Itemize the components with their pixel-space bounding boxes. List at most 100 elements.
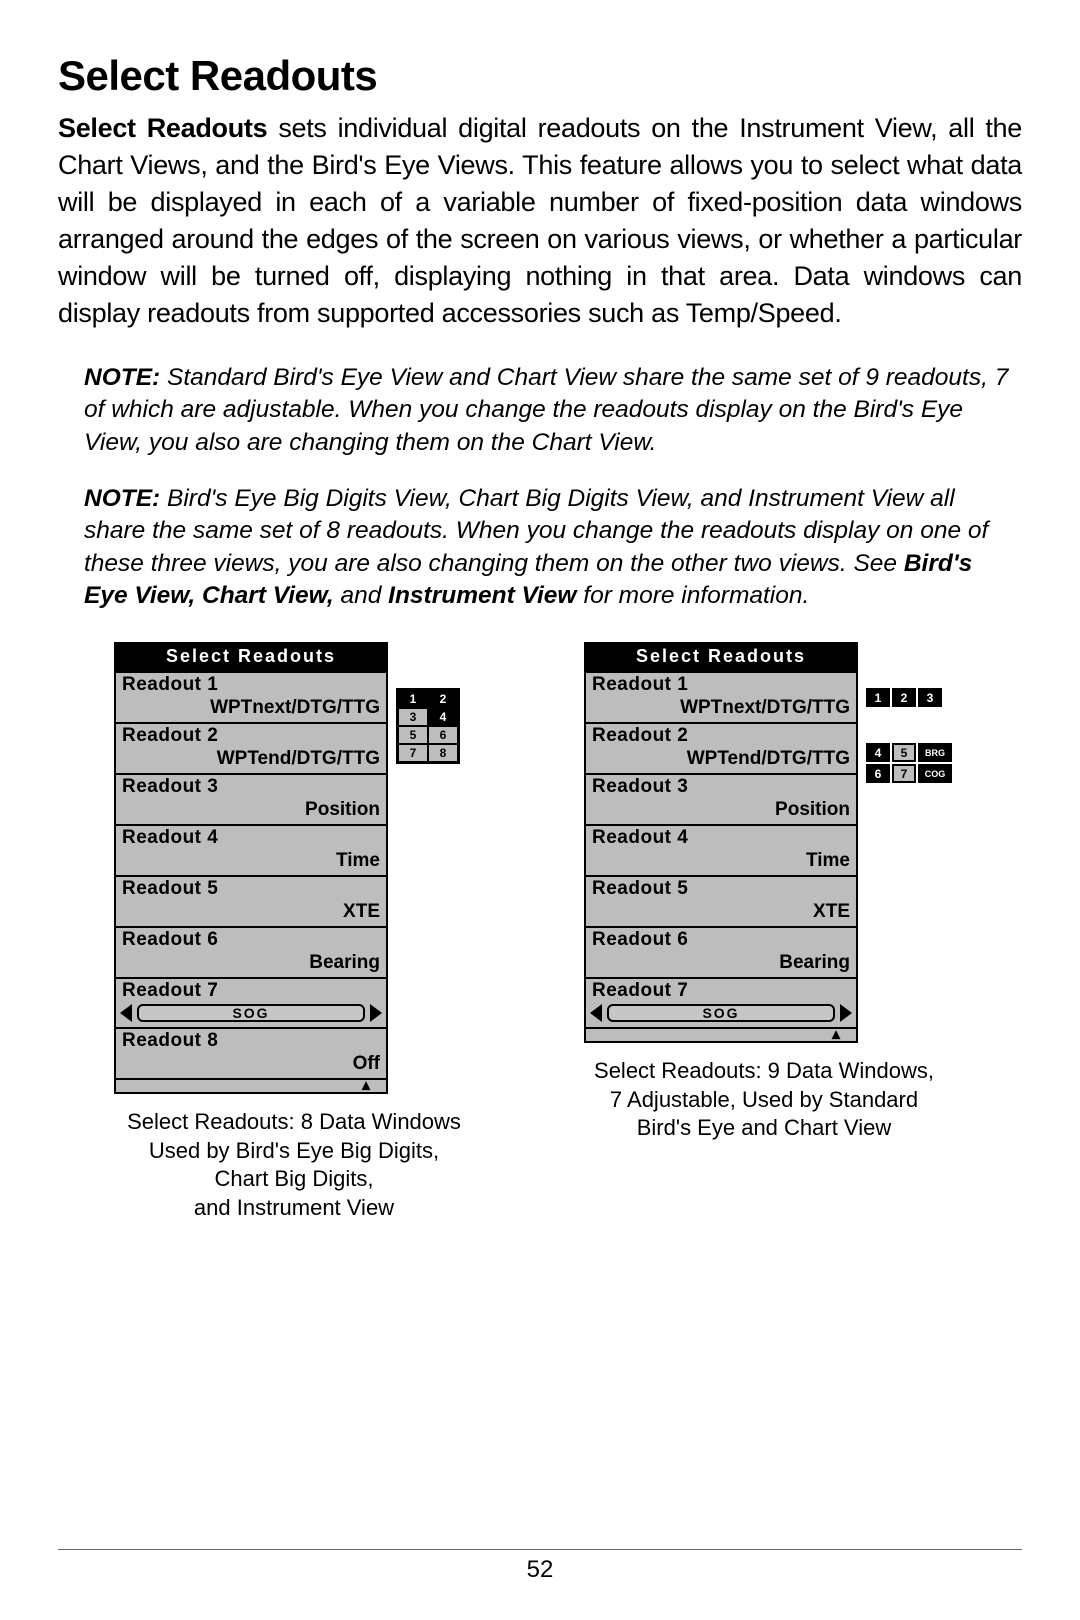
grid-cell: COG xyxy=(918,764,952,783)
grid-cell: 3 xyxy=(398,708,428,726)
readout-value: XTE xyxy=(592,901,850,923)
readout-row-3[interactable]: Readout 3 Position xyxy=(586,773,856,824)
readout-value: XTE xyxy=(122,901,380,923)
readout-label: Readout 2 xyxy=(122,725,380,747)
grid-cell: 8 xyxy=(428,744,458,762)
page-number: 52 xyxy=(0,1556,1080,1584)
grid-cell: 7 xyxy=(892,764,916,783)
slider-value: SOG xyxy=(607,1004,835,1022)
footer-rule xyxy=(58,1549,1022,1550)
caption-line: 7 Adjustable, Used by Standard xyxy=(584,1086,944,1115)
readout-row-1[interactable]: Readout 1 WPTnext/DTG/TTG xyxy=(116,671,386,722)
grid-cell: 2 xyxy=(892,688,916,707)
readout-label: Readout 3 xyxy=(592,776,850,798)
scroll-indicator: ▴ xyxy=(586,1027,856,1041)
note-body: Standard Bird's Eye View and Chart View … xyxy=(84,364,1008,456)
note-bold-2: Instrument View xyxy=(388,582,576,609)
arrow-left-icon[interactable] xyxy=(120,1004,132,1022)
grid-cell: 2 xyxy=(428,690,458,708)
grid-cell: BRG xyxy=(918,743,952,762)
value-slider[interactable]: SOG xyxy=(120,1004,382,1022)
readout-value: Bearing xyxy=(122,952,380,974)
panel-title: Select Readouts xyxy=(116,644,386,671)
readout-row-8[interactable]: Readout 8 Off xyxy=(116,1027,386,1078)
page-title: Select Readouts xyxy=(58,52,1022,100)
readout-row-2[interactable]: Readout 2 WPTend/DTG/TTG xyxy=(116,722,386,773)
scroll-up-icon: ▴ xyxy=(832,1030,840,1040)
readout-label: Readout 7 xyxy=(120,980,382,1002)
readout-value: WPTnext/DTG/TTG xyxy=(592,697,850,719)
manual-page: Select Readouts Select Readouts sets ind… xyxy=(0,0,1080,1620)
note-end: for more information. xyxy=(576,582,809,609)
grid-cell: 6 xyxy=(428,726,458,744)
readout-label: Readout 7 xyxy=(590,980,852,1002)
slider-value: SOG xyxy=(137,1004,365,1022)
arrow-right-icon[interactable] xyxy=(370,1004,382,1022)
readout-row-6[interactable]: Readout 6 Bearing xyxy=(116,926,386,977)
readout-value: WPTend/DTG/TTG xyxy=(122,748,380,770)
readout-value: WPTend/DTG/TTG xyxy=(592,748,850,770)
grid-cell: 6 xyxy=(866,764,890,783)
grid-cell: 5 xyxy=(892,743,916,762)
figures-row: Select Readouts Readout 1 WPTnext/DTG/TT… xyxy=(58,642,1022,1222)
readout-row-2[interactable]: Readout 2 WPTend/DTG/TTG xyxy=(586,722,856,773)
intro-lead: Select Readouts xyxy=(58,113,267,143)
readout-label: Readout 5 xyxy=(592,878,850,900)
note-body-a: Bird's Eye Big Digits View, Chart Big Di… xyxy=(84,485,988,577)
grid-cell: 7 xyxy=(398,744,428,762)
readout-value: Time xyxy=(122,850,380,872)
readout-row-5[interactable]: Readout 5 XTE xyxy=(116,875,386,926)
note-1-text: NOTE: Standard Bird's Eye View and Chart… xyxy=(84,362,1022,459)
readout-value: Off xyxy=(122,1053,380,1075)
readout-label: Readout 4 xyxy=(122,827,380,849)
grid-cell: 1 xyxy=(866,688,890,707)
readouts-panel-8: Select Readouts Readout 1 WPTnext/DTG/TT… xyxy=(114,642,388,1094)
readout-value: WPTnext/DTG/TTG xyxy=(122,697,380,719)
readout-label: Readout 8 xyxy=(122,1030,380,1052)
caption-line: Select Readouts: 9 Data Windows, xyxy=(584,1057,944,1086)
readout-value: Time xyxy=(592,850,850,872)
arrow-left-icon[interactable] xyxy=(590,1004,602,1022)
scroll-up-icon: ▴ xyxy=(362,1081,370,1091)
grid-cell: 4 xyxy=(866,743,890,762)
intro-text: sets individual digital readouts on the … xyxy=(58,113,1022,328)
readout-value: Position xyxy=(122,799,380,821)
note-2: NOTE: Bird's Eye Big Digits View, Chart … xyxy=(58,483,1022,612)
caption-line: Chart Big Digits, xyxy=(114,1165,474,1194)
readout-row-3[interactable]: Readout 3 Position xyxy=(116,773,386,824)
arrow-right-icon[interactable] xyxy=(840,1004,852,1022)
note-label: NOTE: xyxy=(84,364,160,391)
readout-row-1[interactable]: Readout 1 WPTnext/DTG/TTG xyxy=(586,671,856,722)
caption-line: Bird's Eye and Chart View xyxy=(584,1114,944,1143)
readout-row-7[interactable]: Readout 7 SOG xyxy=(116,977,386,1027)
readout-row-4[interactable]: Readout 4 Time xyxy=(116,824,386,875)
grid-cell: 3 xyxy=(918,688,942,707)
readout-label: Readout 2 xyxy=(592,725,850,747)
readout-value: Position xyxy=(592,799,850,821)
value-slider[interactable]: SOG xyxy=(590,1004,852,1022)
readout-row-7[interactable]: Readout 7 SOG xyxy=(586,977,856,1027)
readout-label: Readout 5 xyxy=(122,878,380,900)
readout-row-4[interactable]: Readout 4 Time xyxy=(586,824,856,875)
readout-label: Readout 6 xyxy=(122,929,380,951)
caption-line: Used by Bird's Eye Big Digits, xyxy=(114,1137,474,1166)
layout-grid-8: 1 2 3 4 5 6 7 8 xyxy=(396,688,460,764)
readout-row-5[interactable]: Readout 5 XTE xyxy=(586,875,856,926)
scroll-indicator: ▴ xyxy=(116,1078,386,1092)
note-label: NOTE: xyxy=(84,485,160,512)
figure-caption-right: Select Readouts: 9 Data Windows, 7 Adjus… xyxy=(584,1057,944,1143)
grid-cell: 4 xyxy=(428,708,458,726)
readout-label: Readout 4 xyxy=(592,827,850,849)
figure-caption-left: Select Readouts: 8 Data Windows Used by … xyxy=(114,1108,474,1222)
layout-grid-9: 1 2 3 4 5 BRG 6 7 COG xyxy=(866,688,974,785)
readout-label: Readout 1 xyxy=(122,674,380,696)
figure-right: Select Readouts Readout 1 WPTnext/DTG/TT… xyxy=(584,642,1014,1222)
caption-line: Select Readouts: 8 Data Windows xyxy=(114,1108,474,1137)
figure-left: Select Readouts Readout 1 WPTnext/DTG/TT… xyxy=(114,642,544,1222)
readout-label: Readout 6 xyxy=(592,929,850,951)
readout-label: Readout 3 xyxy=(122,776,380,798)
readout-label: Readout 1 xyxy=(592,674,850,696)
readout-row-6[interactable]: Readout 6 Bearing xyxy=(586,926,856,977)
caption-line: and Instrument View xyxy=(114,1194,474,1223)
grid-cell: 1 xyxy=(398,690,428,708)
